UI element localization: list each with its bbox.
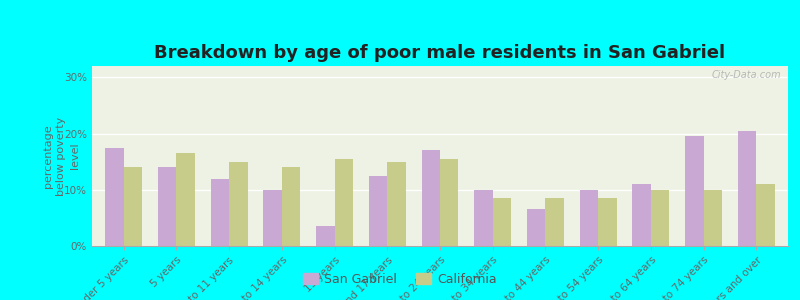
Bar: [474, 190, 493, 246]
Text: City-Data.com: City-Data.com: [711, 70, 781, 80]
Bar: [440, 159, 458, 246]
Bar: [527, 209, 546, 246]
Bar: [105, 148, 124, 246]
Bar: [334, 159, 353, 246]
Bar: [387, 162, 406, 246]
Bar: [756, 184, 775, 246]
Bar: [546, 198, 564, 246]
Bar: [316, 226, 334, 246]
Legend: San Gabriel, California: San Gabriel, California: [298, 268, 502, 291]
Bar: [704, 190, 722, 246]
Bar: [685, 136, 704, 246]
Bar: [282, 167, 300, 246]
Bar: [738, 131, 756, 246]
Bar: [176, 153, 195, 246]
Bar: [493, 198, 511, 246]
Bar: [210, 178, 229, 246]
Y-axis label: percentage
below poverty
level: percentage below poverty level: [43, 116, 79, 196]
Bar: [158, 167, 176, 246]
Bar: [598, 198, 617, 246]
Bar: [229, 162, 247, 246]
Bar: [124, 167, 142, 246]
Title: Breakdown by age of poor male residents in San Gabriel: Breakdown by age of poor male residents …: [154, 44, 726, 62]
Bar: [263, 190, 282, 246]
Bar: [633, 184, 651, 246]
Bar: [651, 190, 670, 246]
Bar: [422, 150, 440, 246]
Bar: [369, 176, 387, 246]
Bar: [580, 190, 598, 246]
